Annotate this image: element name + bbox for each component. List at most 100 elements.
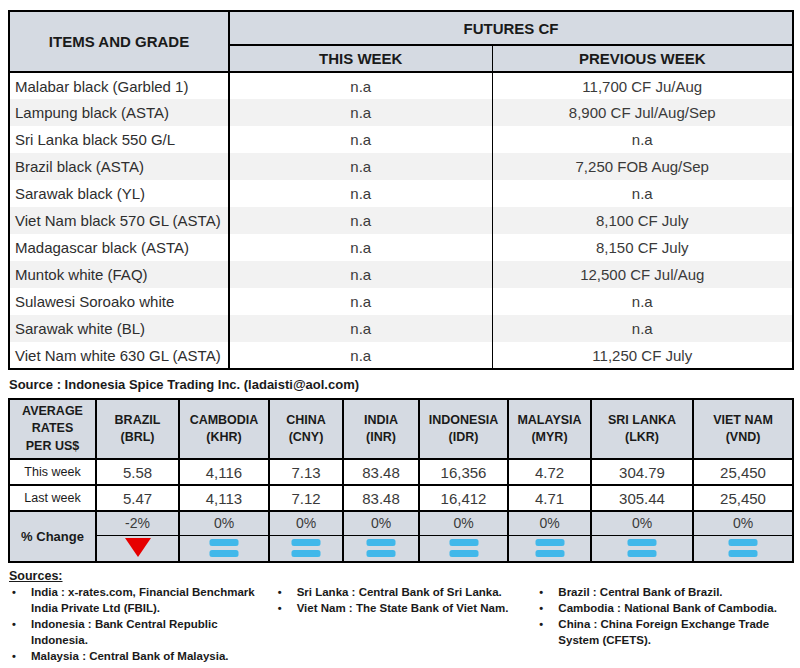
change-value: 0% <box>591 511 693 535</box>
this-week-value: n.a <box>229 234 492 261</box>
this-week-value: n.a <box>229 207 492 234</box>
previous-week-value: 8,150 CF July <box>492 234 793 261</box>
change-value: 0% <box>343 511 419 535</box>
this-week-value: n.a <box>229 288 492 315</box>
items-and-grade-header: ITEMS AND GRADE <box>9 11 229 72</box>
sources-column-3: Brazil : Central Bank of Brazil. Cambodi… <box>536 584 792 648</box>
this-week-value: n.a <box>229 72 492 99</box>
futures-row: Viet Nam white 630 GL (ASTA) n.a 11,250 … <box>9 342 793 369</box>
change-value: 0% <box>269 511 343 535</box>
rate-value: 16,412 <box>419 485 508 511</box>
rate-value: 25,450 <box>693 485 793 511</box>
source-item: Sri Lanka : Central Bank of Sri Lanka. <box>275 584 537 600</box>
average-rates-line: AVERAGE <box>12 403 93 421</box>
futures-row: Viet Nam black 570 GL (ASTA) n.a 8,100 C… <box>9 207 793 234</box>
change-equal-icon <box>288 536 324 560</box>
col-header-malaysia: MALAYSIA (MYR) <box>508 399 591 459</box>
futures-row: Muntok white (FAQ) n.a 12,500 CF Jul/Aug <box>9 261 793 288</box>
futures-table: ITEMS AND GRADE FUTURES CF THIS WEEK PRE… <box>8 10 794 370</box>
item-label: Sri Lanka black 550 G/L <box>9 126 229 153</box>
col-header-sri-lanka: SRI LANKA (LKR) <box>591 399 693 459</box>
col-header-india: INDIA (INR) <box>343 399 419 459</box>
sources-column-1: India : x-rates.com, Financial Benchmark… <box>9 584 275 664</box>
change-equal-icon <box>725 536 761 560</box>
this-week-value: n.a <box>229 342 492 369</box>
sources-columns: India : x-rates.com, Financial Benchmark… <box>9 584 792 664</box>
previous-week-header: PREVIOUS WEEK <box>492 45 793 72</box>
rate-value: 304.79 <box>591 459 693 485</box>
source-item: Viet Nam : The State Bank of Viet Nam. <box>275 600 537 616</box>
futures-row: Sarawak black (YL) n.a n.a <box>9 180 793 207</box>
rate-value: 4,116 <box>179 459 269 485</box>
change-equal-icon <box>624 536 660 560</box>
this-week-value: n.a <box>229 126 492 153</box>
previous-week-value: 11,250 CF July <box>492 342 793 369</box>
futures-row: Sri Lanka black 550 G/L n.a n.a <box>9 126 793 153</box>
change-icon-cell <box>419 535 508 562</box>
futures-row: Madagascar black (ASTA) n.a 8,150 CF Jul… <box>9 234 793 261</box>
rate-value: 25,450 <box>693 459 793 485</box>
percent-change-label: % Change <box>9 511 96 562</box>
col-header-cambodia: CAMBODIA (KHR) <box>179 399 269 459</box>
item-label: Viet Nam white 630 GL (ASTA) <box>9 342 229 369</box>
report-page: ITEMS AND GRADE FUTURES CF THIS WEEK PRE… <box>0 0 800 668</box>
futures-cf-header: FUTURES CF <box>229 11 793 45</box>
rate-value: 4,113 <box>179 485 269 511</box>
previous-week-value: 8,900 CF Jul/Aug/Sep <box>492 99 793 126</box>
previous-week-value: n.a <box>492 126 793 153</box>
col-header-viet-nam: VIET NAM (VND) <box>693 399 793 459</box>
rate-value: 16,356 <box>419 459 508 485</box>
item-label: Viet Nam black 570 GL (ASTA) <box>9 207 229 234</box>
change-equal-icon <box>206 536 242 560</box>
rate-value: 83.48 <box>343 485 419 511</box>
source-item: Cambodia : National Bank of Cambodia. <box>536 600 792 616</box>
change-down-icon <box>120 536 156 560</box>
source-item: Indonesia : Bank Central Republic Indone… <box>9 616 275 648</box>
this-week-value: n.a <box>229 99 492 126</box>
source-item: Brazil : Central Bank of Brazil. <box>536 584 792 600</box>
change-value: 0% <box>508 511 591 535</box>
change-icon-cell <box>179 535 269 562</box>
last-week-row: Last week 5.47 4,113 7.12 83.48 16,412 4… <box>9 485 793 511</box>
change-value: 0% <box>419 511 508 535</box>
change-icon-cell <box>591 535 693 562</box>
source-item: Malaysia : Central Bank of Malaysia. <box>9 648 275 664</box>
source-item: India : x-rates.com, Financial Benchmark… <box>9 584 275 616</box>
col-header-indonesia: INDONESIA (IDR) <box>419 399 508 459</box>
item-label: Brazil black (ASTA) <box>9 153 229 180</box>
item-label: Muntok white (FAQ) <box>9 261 229 288</box>
rate-value: 4.71 <box>508 485 591 511</box>
item-label: Sarawak black (YL) <box>9 180 229 207</box>
change-icon-cell <box>343 535 419 562</box>
rate-value: 4.72 <box>508 459 591 485</box>
previous-week-value: 8,100 CF July <box>492 207 793 234</box>
source-note: Source : Indonesia Spice Trading Inc. (l… <box>9 377 792 392</box>
this-week-value: n.a <box>229 261 492 288</box>
exchange-rates-table: AVERAGE RATES PER US$ BRAZIL (BRL) CAMBO… <box>8 398 794 563</box>
change-icon-cell <box>269 535 343 562</box>
average-rates-line: PER US$ <box>12 438 93 456</box>
change-equal-icon <box>532 536 568 560</box>
futures-row: Malabar black (Garbled 1) n.a 11,700 CF … <box>9 72 793 99</box>
change-value: 0% <box>693 511 793 535</box>
item-label: Sarawak white (BL) <box>9 315 229 342</box>
this-week-header: THIS WEEK <box>229 45 492 72</box>
previous-week-value: 7,250 FOB Aug/Sep <box>492 153 793 180</box>
col-header-brazil: BRAZIL (BRL) <box>96 399 179 459</box>
this-week-row: This week 5.58 4,116 7.13 83.48 16,356 4… <box>9 459 793 485</box>
futures-row: Brazil black (ASTA) n.a 7,250 FOB Aug/Se… <box>9 153 793 180</box>
change-equal-icon <box>363 536 399 560</box>
sources-section: Sources: India : x-rates.com, Financial … <box>8 569 792 664</box>
source-item: China : China Foreign Exchange Trade Sys… <box>536 616 792 648</box>
futures-row: Sarawak white (BL) n.a n.a <box>9 315 793 342</box>
item-label: Lampung black (ASTA) <box>9 99 229 126</box>
row-label: Last week <box>9 485 96 511</box>
rate-value: 5.58 <box>96 459 179 485</box>
col-header-china: CHINA (CNY) <box>269 399 343 459</box>
average-rates-header: AVERAGE RATES PER US$ <box>9 399 96 459</box>
row-label: This week <box>9 459 96 485</box>
item-label: Malabar black (Garbled 1) <box>9 72 229 99</box>
average-rates-line: RATES <box>12 420 93 438</box>
previous-week-value: n.a <box>492 315 793 342</box>
previous-week-value: 11,700 CF Ju/Aug <box>492 72 793 99</box>
